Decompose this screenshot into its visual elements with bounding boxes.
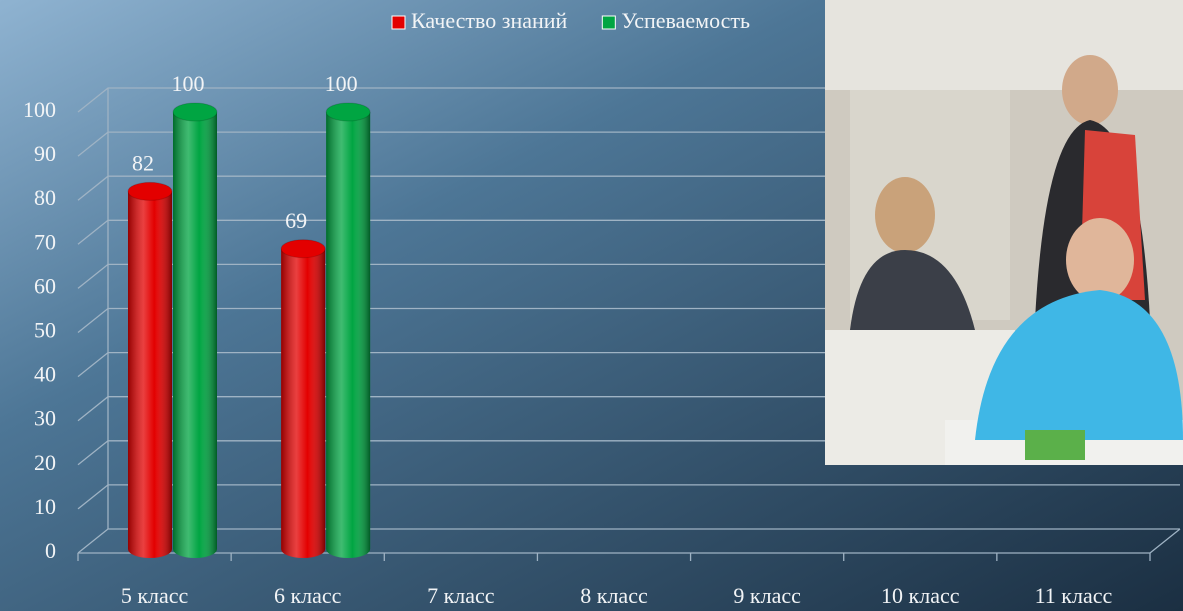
x-tick-label: 5 класс — [121, 583, 189, 608]
bar — [128, 182, 172, 558]
y-tick-label: 20 — [34, 450, 56, 475]
bar-top — [326, 103, 370, 121]
y-tick-label: 10 — [34, 494, 56, 519]
x-tick-label: 6 класс — [274, 583, 342, 608]
y-tick-label: 0 — [45, 538, 56, 563]
bar-top — [173, 103, 217, 121]
legend-label: Успеваемость — [621, 8, 750, 33]
bar-shade — [326, 112, 370, 558]
bar-shade — [281, 249, 325, 558]
chart: 0 10 20 30 40 50 60 70 80 90 100 5 класс 82 100 6 клас… — [0, 0, 1183, 611]
x-tick-label: 9 класс — [733, 583, 801, 608]
bar-shade — [173, 112, 217, 558]
value-label: 100 — [325, 71, 358, 96]
y-tick-label: 90 — [34, 141, 56, 166]
bar-top — [128, 182, 172, 200]
legend-swatch — [602, 16, 615, 29]
value-label: 82 — [132, 150, 154, 175]
value-label: 100 — [172, 71, 205, 96]
bar-top — [281, 240, 325, 258]
x-tick-label: 8 класс — [580, 583, 648, 608]
x-tick-label: 7 класс — [427, 583, 495, 608]
y-tick-label: 70 — [34, 229, 56, 254]
y-tick-label: 40 — [34, 362, 56, 387]
x-tick-label: 10 класс — [881, 583, 960, 608]
bar — [326, 103, 370, 558]
bar — [173, 103, 217, 558]
value-label: 69 — [285, 208, 307, 233]
y-tick-label: 100 — [23, 97, 56, 122]
photo — [825, 0, 1183, 465]
bar-shade — [128, 191, 172, 558]
x-tick-label: 11 класс — [1035, 583, 1113, 608]
y-tick-label: 60 — [34, 273, 56, 298]
bar — [281, 240, 325, 558]
y-tick-label: 30 — [34, 406, 56, 431]
y-tick-label: 80 — [34, 185, 56, 210]
legend-swatch — [392, 16, 405, 29]
y-tick-label: 50 — [34, 318, 56, 343]
legend-label: Качество знаний — [411, 8, 568, 33]
